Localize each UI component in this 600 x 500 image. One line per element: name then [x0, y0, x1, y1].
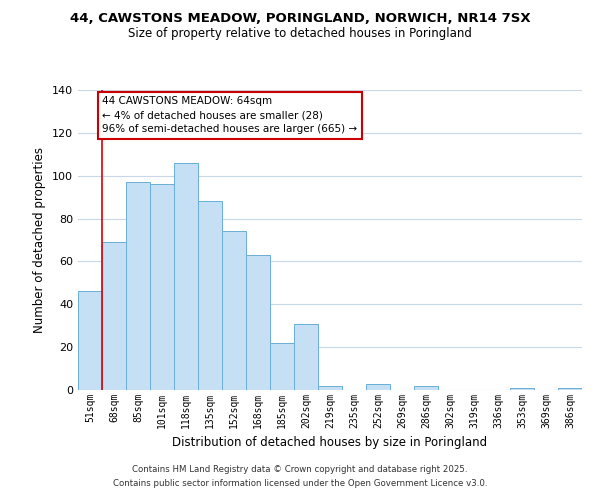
Bar — [294, 324, 318, 390]
Bar — [366, 384, 390, 390]
Text: 44 CAWSTONS MEADOW: 64sqm
← 4% of detached houses are smaller (28)
96% of semi-d: 44 CAWSTONS MEADOW: 64sqm ← 4% of detach… — [103, 96, 358, 134]
Text: 44, CAWSTONS MEADOW, PORINGLAND, NORWICH, NR14 7SX: 44, CAWSTONS MEADOW, PORINGLAND, NORWICH… — [70, 12, 530, 26]
Bar — [414, 386, 438, 390]
Bar — [246, 255, 270, 390]
Bar — [222, 232, 246, 390]
Bar — [150, 184, 174, 390]
Text: Size of property relative to detached houses in Poringland: Size of property relative to detached ho… — [128, 28, 472, 40]
Bar — [126, 182, 150, 390]
Bar — [78, 292, 102, 390]
Bar — [270, 343, 294, 390]
Bar — [198, 202, 222, 390]
Bar — [510, 388, 534, 390]
Text: Contains HM Land Registry data © Crown copyright and database right 2025.
Contai: Contains HM Land Registry data © Crown c… — [113, 466, 487, 487]
Bar — [102, 242, 126, 390]
Y-axis label: Number of detached properties: Number of detached properties — [34, 147, 46, 333]
X-axis label: Distribution of detached houses by size in Poringland: Distribution of detached houses by size … — [172, 436, 488, 450]
Bar — [174, 163, 198, 390]
Bar — [318, 386, 342, 390]
Bar — [558, 388, 582, 390]
